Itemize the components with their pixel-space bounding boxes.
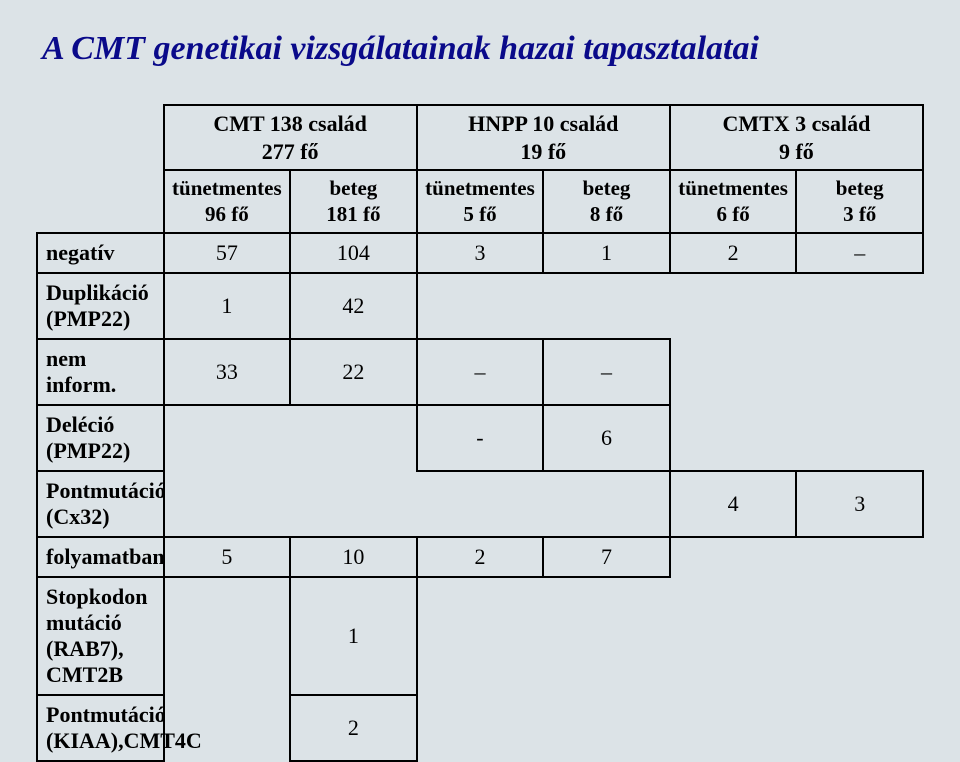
table-cell xyxy=(290,405,417,471)
table-cell: 1 xyxy=(164,273,291,339)
table-row: negatív57104312– xyxy=(37,233,923,273)
table-cell: 2 xyxy=(290,695,417,761)
table-cell: 4 xyxy=(670,471,797,537)
table-cell: 10 xyxy=(290,537,417,577)
corner-cell xyxy=(37,105,164,233)
table-cell xyxy=(164,577,291,695)
table-body: negatív57104312–Duplikáció (PMP22)142nem… xyxy=(37,233,923,761)
table-cell: – xyxy=(417,339,544,405)
table-cell xyxy=(796,339,923,405)
table-cell xyxy=(670,339,797,405)
group-label-line2: 9 fő xyxy=(779,139,814,164)
table-row: Stopkodon mutáció (RAB7), CMT2B 1 xyxy=(37,577,923,695)
table-row: Duplikáció (PMP22)142 xyxy=(37,273,923,339)
table-cell xyxy=(417,695,544,761)
row-label: Stopkodon mutáció (RAB7), CMT2B xyxy=(37,577,164,695)
table-cell xyxy=(796,273,923,339)
table-cell: 42 xyxy=(290,273,417,339)
sub-header: beteg 3 fő xyxy=(796,170,923,233)
table-cell: 33 xyxy=(164,339,291,405)
table-cell xyxy=(164,471,291,537)
table-cell xyxy=(164,695,291,761)
table-cell xyxy=(670,537,797,577)
table-cell: 6 xyxy=(543,405,670,471)
table-cell xyxy=(417,273,544,339)
group-header: CMTX 3 család 9 fő xyxy=(670,105,923,170)
table-cell xyxy=(670,577,797,695)
table-cell xyxy=(670,405,797,471)
table-cell xyxy=(543,471,670,537)
row-label: Pontmutáció (KIAA),CMT4C xyxy=(37,695,164,761)
sub-header: tünetmentes 96 fő xyxy=(164,170,291,233)
table-cell: 7 xyxy=(543,537,670,577)
group-header: CMT 138 család 277 fő xyxy=(164,105,417,170)
table-cell xyxy=(543,577,670,695)
table-cell: 5 xyxy=(164,537,291,577)
table-cell xyxy=(290,471,417,537)
table-cell xyxy=(417,471,544,537)
table-cell: 3 xyxy=(796,471,923,537)
table-cell xyxy=(670,273,797,339)
header-row-sub: tünetmentes 96 fő beteg 181 fő tünetment… xyxy=(37,170,923,233)
table-row: Pontmutáció (Cx32) 43 xyxy=(37,471,923,537)
row-label: negatív xyxy=(37,233,164,273)
table-row: Pontmutáció (KIAA),CMT4C 2 xyxy=(37,695,923,761)
table-cell: – xyxy=(796,233,923,273)
table-head: CMT 138 család 277 fő HNPP 10 család 19 … xyxy=(37,105,923,233)
table-cell xyxy=(543,695,670,761)
table-cell: – xyxy=(543,339,670,405)
table-cell xyxy=(164,405,291,471)
sub-header: tünetmentes 5 fő xyxy=(417,170,544,233)
sub-header: beteg 8 fő xyxy=(543,170,670,233)
table-cell xyxy=(796,537,923,577)
table-cell: 1 xyxy=(543,233,670,273)
group-label-line2: 19 fő xyxy=(520,139,566,164)
group-header: HNPP 10 család 19 fő xyxy=(417,105,670,170)
table-cell: 104 xyxy=(290,233,417,273)
group-label-line1: CMTX 3 család xyxy=(722,111,870,136)
table-cell xyxy=(543,273,670,339)
row-label: Duplikáció (PMP22) xyxy=(37,273,164,339)
header-row-groups: CMT 138 család 277 fő HNPP 10 család 19 … xyxy=(37,105,923,170)
table-cell: 1 xyxy=(290,577,417,695)
row-label: folyamatban xyxy=(37,537,164,577)
row-label: Pontmutáció (Cx32) xyxy=(37,471,164,537)
page-title: A CMT genetikai vizsgálatainak hazai tap… xyxy=(42,30,924,68)
table-cell: 57 xyxy=(164,233,291,273)
table-cell: - xyxy=(417,405,544,471)
table-cell: 2 xyxy=(670,233,797,273)
row-label: nem inform. xyxy=(37,339,164,405)
row-label: Deléció (PMP22) xyxy=(37,405,164,471)
table-row: nem inform.3322–– xyxy=(37,339,923,405)
data-table: CMT 138 család 277 fő HNPP 10 család 19 … xyxy=(36,104,924,762)
group-label-line1: CMT 138 család xyxy=(213,111,367,136)
table-cell: 2 xyxy=(417,537,544,577)
slide: A CMT genetikai vizsgálatainak hazai tap… xyxy=(0,0,960,690)
table-cell xyxy=(796,577,923,695)
sub-header: tünetmentes 6 fő xyxy=(670,170,797,233)
table-cell xyxy=(670,695,797,761)
table-cell xyxy=(796,405,923,471)
table-cell: 3 xyxy=(417,233,544,273)
table-cell xyxy=(417,577,544,695)
table-row: folyamatban51027 xyxy=(37,537,923,577)
group-label-line2: 277 fő xyxy=(262,139,319,164)
table-cell xyxy=(796,695,923,761)
table-cell: 22 xyxy=(290,339,417,405)
group-label-line1: HNPP 10 család xyxy=(468,111,618,136)
table-row: Deléció (PMP22) -6 xyxy=(37,405,923,471)
sub-header: beteg 181 fő xyxy=(290,170,417,233)
